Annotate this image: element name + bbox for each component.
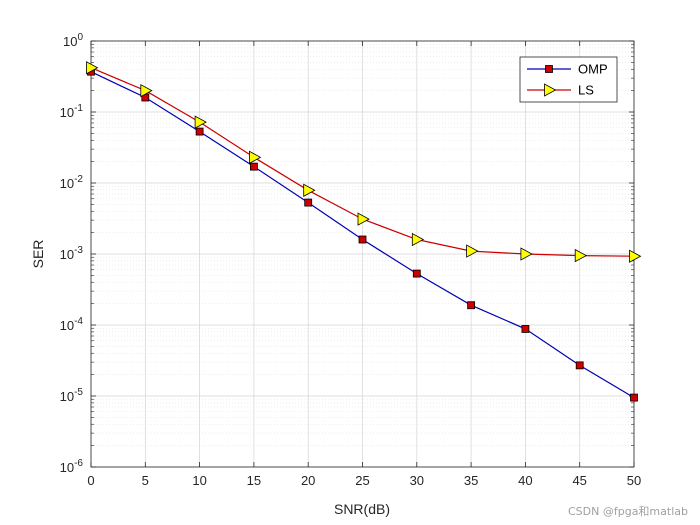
data-point-omp <box>358 235 367 244</box>
x-tick-label: 10 <box>192 473 206 488</box>
data-point-ls <box>303 183 316 197</box>
data-point-ls <box>357 212 370 226</box>
legend-marker-ls <box>544 83 557 97</box>
data-point-ls <box>629 249 642 263</box>
data-point-omp <box>630 393 638 402</box>
data-point-ls <box>140 83 153 98</box>
x-tick-label: 20 <box>301 473 315 488</box>
data-point-ls <box>466 244 479 258</box>
legend-marker-shape-omp <box>545 65 553 73</box>
data-point-ls <box>86 61 99 75</box>
series-group <box>86 61 642 402</box>
data-point-omp <box>575 361 584 370</box>
x-tick-label: 35 <box>464 473 478 488</box>
y-axis-label: SER <box>30 240 46 269</box>
x-tick-labels: 0 5 10 15 20 25 30 35 40 45 50 <box>87 473 641 488</box>
legend: OMP LS <box>519 56 618 103</box>
data-point-omp <box>521 325 530 333</box>
y-tick-labels: 100 10-1 10-2 10-3 10-4 10-5 10-6 <box>60 32 84 475</box>
x-tick-label: 5 <box>142 473 149 488</box>
legend-label-omp: OMP <box>578 62 608 77</box>
x-axis-label: SNR(dB) <box>334 501 390 517</box>
data-point-omp <box>249 162 258 171</box>
data-point-ls <box>574 248 588 263</box>
y-tick-label: 100 <box>63 32 83 49</box>
y-tick-label: 10-5 <box>60 387 84 404</box>
x-tick-label: 40 <box>518 473 532 488</box>
data-point-omp <box>412 269 421 278</box>
data-point-omp <box>304 198 313 207</box>
legend-marker-omp <box>545 65 553 73</box>
x-tick-label: 15 <box>247 473 261 488</box>
data-point-ls <box>411 232 425 247</box>
data-point-ls <box>194 115 207 129</box>
y-tick-label: 10-3 <box>60 245 84 262</box>
legend-marker-shape-ls <box>544 83 557 97</box>
x-tick-label: 30 <box>410 473 424 488</box>
x-tick-label: 25 <box>355 473 369 488</box>
legend-box <box>519 56 618 103</box>
y-tick-label: 10-2 <box>60 174 84 191</box>
data-point-omp <box>195 127 204 136</box>
data-point-ls <box>520 247 533 261</box>
x-tick-label: 0 <box>87 473 94 488</box>
legend-label-ls: LS <box>578 83 594 98</box>
x-tick-label: 45 <box>572 473 586 488</box>
y-tick-label: 10-1 <box>60 103 84 120</box>
y-tick-label: 10-6 <box>60 458 84 475</box>
y-tick-label: 10-4 <box>60 316 84 333</box>
data-point-omp <box>467 301 476 310</box>
x-tick-label: 50 <box>627 473 641 488</box>
watermark-text: CSDN @fpga和matlab <box>568 505 688 518</box>
data-point-ls <box>248 150 262 164</box>
